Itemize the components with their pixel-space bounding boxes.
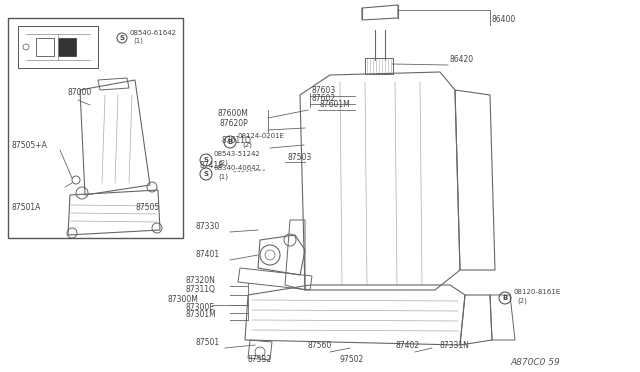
- Text: 87503: 87503: [288, 153, 312, 162]
- Text: S: S: [204, 157, 209, 163]
- Text: 08124-0201E: 08124-0201E: [238, 133, 285, 139]
- Text: 87418: 87418: [200, 161, 224, 170]
- Text: 87501A: 87501A: [12, 203, 42, 212]
- Text: 87603: 87603: [312, 86, 336, 95]
- Text: 08340-40642: 08340-40642: [214, 165, 261, 171]
- Text: 87532: 87532: [248, 355, 272, 364]
- Text: 87402: 87402: [395, 341, 419, 350]
- Text: 87501: 87501: [196, 338, 220, 347]
- Text: 87601M: 87601M: [320, 100, 351, 109]
- Text: 87000: 87000: [68, 88, 92, 97]
- Bar: [365, 58, 393, 74]
- Text: (2): (2): [242, 141, 252, 148]
- Text: 87602: 87602: [312, 94, 336, 103]
- Text: 87560: 87560: [308, 341, 332, 350]
- Text: 87320N: 87320N: [185, 276, 215, 285]
- Text: 08120-8161E: 08120-8161E: [513, 289, 560, 295]
- Text: B: B: [227, 139, 232, 145]
- Text: 87620P: 87620P: [220, 119, 249, 128]
- Text: 87311Q: 87311Q: [185, 285, 215, 294]
- Text: (2): (2): [218, 159, 228, 166]
- Text: 87505+A: 87505+A: [12, 141, 48, 150]
- Text: 87300E: 87300E: [185, 303, 214, 312]
- Text: ⟨1⟩: ⟨1⟩: [133, 38, 143, 44]
- Text: 08543-51242: 08543-51242: [214, 151, 260, 157]
- Text: S: S: [204, 171, 209, 177]
- Text: 87330: 87330: [196, 222, 220, 231]
- Text: 97502: 97502: [340, 355, 364, 364]
- Text: 86420: 86420: [450, 55, 474, 64]
- Bar: [18, 26, 98, 68]
- Text: (1): (1): [218, 173, 228, 180]
- Text: S: S: [120, 35, 125, 41]
- Text: 87401: 87401: [196, 250, 220, 259]
- Text: 87300M: 87300M: [167, 295, 198, 304]
- Text: 87611Q: 87611Q: [222, 136, 252, 145]
- Text: 08540-61642: 08540-61642: [129, 30, 176, 36]
- Bar: [8, 18, 183, 238]
- Text: B: B: [502, 295, 508, 301]
- Text: A870C0 59: A870C0 59: [510, 358, 560, 367]
- Bar: [36, 38, 54, 56]
- Text: 87331N: 87331N: [440, 341, 470, 350]
- Bar: [58, 38, 76, 56]
- Text: 87600M: 87600M: [218, 109, 249, 118]
- Text: (2): (2): [517, 297, 527, 304]
- Text: 87301M: 87301M: [185, 310, 216, 319]
- Text: 86400: 86400: [492, 15, 516, 24]
- Text: 87505: 87505: [135, 203, 159, 212]
